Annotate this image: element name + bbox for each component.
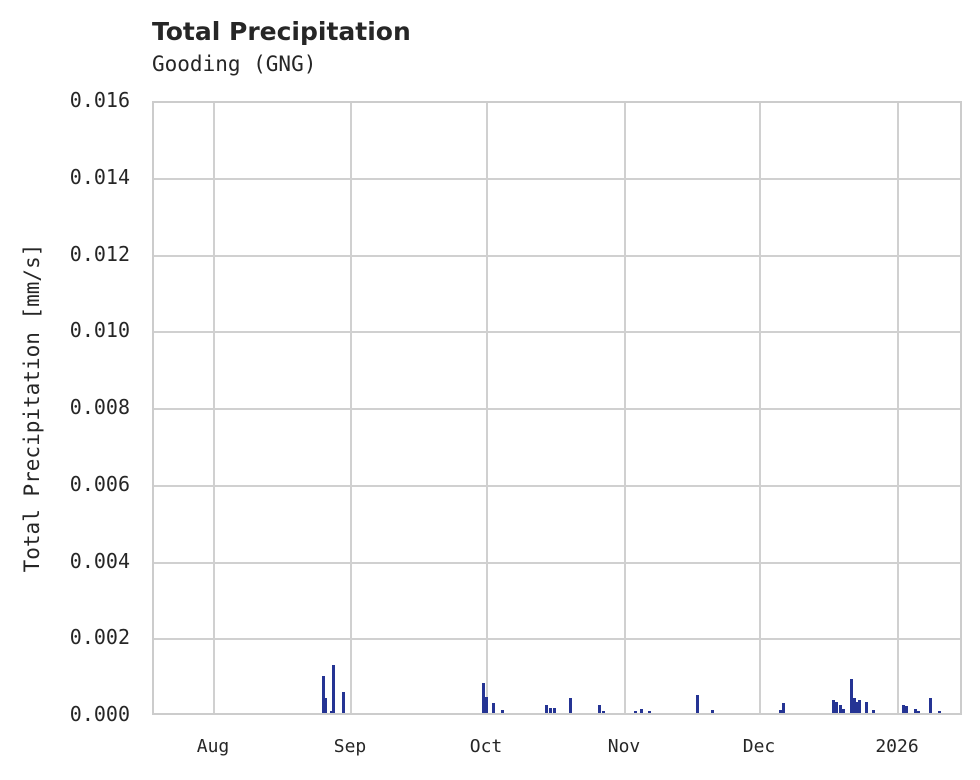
precipitation-bar (917, 711, 920, 713)
precipitation-bar (324, 697, 327, 713)
precipitation-bar (856, 701, 859, 713)
precipitation-bar (342, 691, 345, 713)
y-tick-label: 0.004 (69, 548, 130, 573)
x-tick-label: Sep (333, 736, 367, 757)
precipitation-bar (602, 710, 605, 713)
precipitation-bar (322, 676, 325, 713)
precipitation-bar (779, 710, 782, 713)
precipitation-bar (938, 710, 941, 713)
gridline-vertical (213, 103, 215, 713)
y-tick-label: 0.008 (69, 395, 130, 419)
precipitation-bar (782, 702, 785, 713)
precipitation-bar (482, 683, 485, 713)
precipitation-bar (853, 697, 856, 713)
chart-subtitle: Gooding (GNG) (152, 52, 317, 76)
gridline-vertical (897, 103, 899, 713)
precipitation-bar (850, 678, 853, 713)
precipitation-bar (598, 705, 601, 713)
precipitation-bar (549, 708, 552, 713)
precipitation-bar (634, 711, 637, 713)
precipitation-bar (832, 699, 835, 713)
precipitation-bar (553, 708, 556, 713)
y-tick-label: 0.006 (69, 471, 130, 496)
precipitation-bar (501, 710, 504, 713)
precipitation-bar (905, 706, 908, 713)
precipitation-bar (914, 709, 917, 713)
y-tick-label: 0.016 (69, 88, 130, 112)
gridline-horizontal (154, 254, 960, 257)
x-tick-label: 2026 (875, 736, 919, 757)
gridline-horizontal (154, 408, 960, 410)
y-tick-label: 0.002 (69, 625, 130, 650)
gridline-horizontal (154, 177, 960, 180)
precipitation-bar (872, 710, 875, 713)
precipitation-bar (711, 710, 714, 713)
precipitation-bar (569, 697, 572, 713)
gridline-vertical (624, 103, 626, 713)
precipitation-bar (485, 696, 488, 713)
precipitation-bar (835, 701, 838, 713)
chart-title: Total Precipitation (152, 17, 411, 46)
precipitation-bar (640, 708, 643, 713)
plot-area (152, 101, 962, 715)
gridline-horizontal (154, 331, 960, 334)
precipitation-bar (839, 704, 842, 713)
precipitation-bar (929, 697, 932, 713)
gridline-vertical (350, 103, 352, 713)
y-tick-label: 0.014 (69, 164, 130, 189)
gridline-horizontal (154, 638, 960, 641)
precipitation-bar (902, 705, 905, 713)
precipitation-bar (858, 699, 861, 713)
precipitation-bar (648, 711, 651, 713)
precipitation-bar (865, 701, 868, 713)
precipitation-bar (842, 709, 845, 713)
precipitation-bar (545, 705, 548, 713)
precipitation-bar (492, 702, 495, 713)
x-tick-label: Oct (469, 736, 503, 757)
gridline-horizontal (154, 484, 960, 487)
gridline-vertical (759, 103, 761, 713)
x-tick-label: Dec (742, 736, 776, 757)
y-tick-label: 0.000 (69, 702, 130, 726)
precipitation-bar (330, 711, 333, 713)
y-tick-label: 0.010 (69, 318, 130, 343)
gridline-horizontal (154, 561, 960, 564)
x-tick-label: Aug (196, 736, 230, 757)
gridline-vertical (486, 103, 488, 713)
x-tick-label: Nov (607, 736, 641, 757)
precipitation-bar (696, 694, 699, 713)
y-tick-label: 0.012 (69, 241, 130, 266)
precipitation-bar (332, 665, 335, 713)
